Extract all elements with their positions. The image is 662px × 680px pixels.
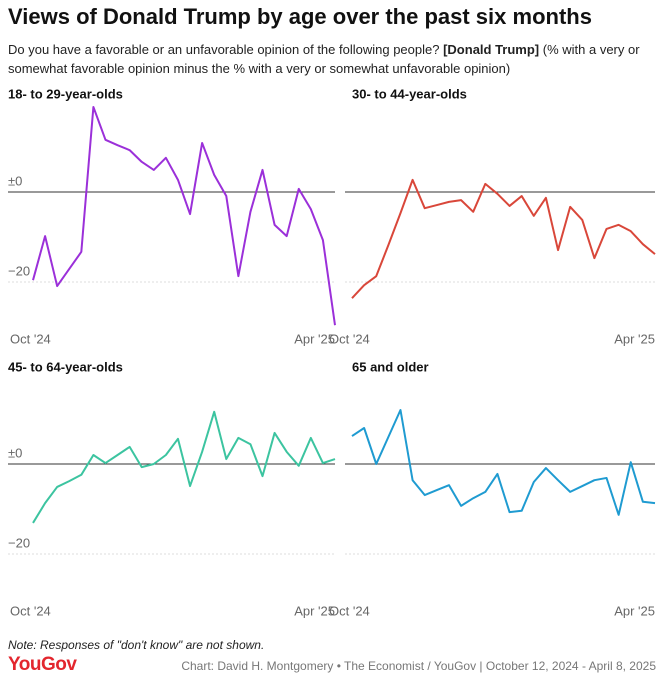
data-line: [351, 409, 656, 516]
x-tick-label: Oct '24: [329, 603, 370, 618]
subtitle-text: (% with a very or somewhat favorable opi…: [8, 42, 640, 76]
panel-title: 30- to 44-year-olds: [352, 86, 467, 101]
title: Views of Donald Trump by age over the pa…: [8, 4, 592, 29]
panel-title: 45- to 64-year-olds: [8, 359, 123, 374]
panel-title: 65 and older: [352, 359, 429, 374]
y-tick-label: −20: [8, 263, 30, 278]
y-tick-label: ±0: [8, 173, 22, 188]
data-line: [32, 410, 336, 524]
x-tick-label: Oct '24: [10, 331, 51, 346]
subtitle-bold: [Donald Trump]: [443, 42, 540, 57]
data-line: [351, 178, 656, 299]
subtitle-text: Do you have a favorable or an unfavorabl…: [8, 42, 444, 57]
x-tick-label: Oct '24: [329, 331, 370, 346]
x-tick-label: Apr '25: [614, 331, 655, 346]
y-tick-label: −20: [8, 535, 30, 550]
subtitle: Do you have a favorable or an unfavorabl…: [8, 40, 658, 78]
y-tick-label: ±0: [8, 445, 22, 460]
source: Chart: David H. Montgomery • The Economi…: [181, 659, 656, 673]
x-tick-label: Apr '25: [614, 603, 655, 618]
panel-title: 18- to 29-year-olds: [8, 86, 123, 101]
x-tick-label: Apr '25: [294, 331, 335, 346]
note: Note: Responses of "don't know" are not …: [8, 638, 265, 652]
x-tick-label: Apr '25: [294, 603, 335, 618]
x-tick-label: Oct '24: [10, 603, 51, 618]
logo: YouGov: [8, 654, 77, 675]
data-line: [32, 105, 336, 326]
